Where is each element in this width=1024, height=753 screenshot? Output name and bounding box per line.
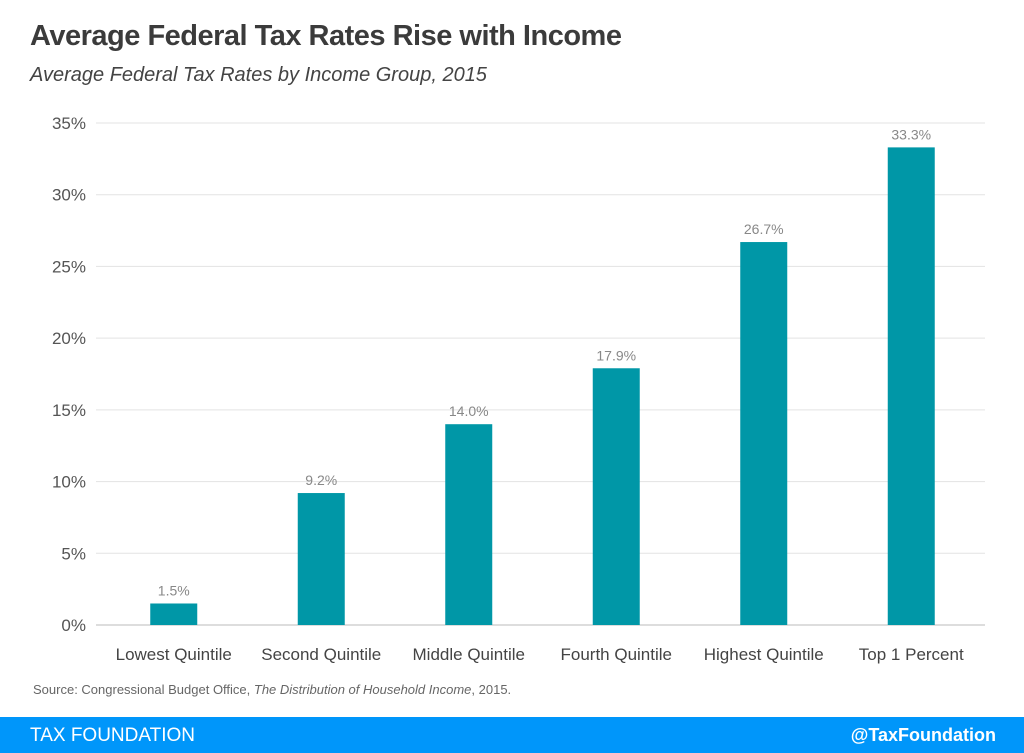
y-tick-label: 5%: [61, 544, 86, 563]
bar: [740, 242, 788, 625]
source-note: Source: Congressional Budget Office, The…: [33, 682, 511, 697]
footer-handle: @TaxFoundation: [850, 725, 996, 745]
y-tick-label: 20%: [52, 329, 86, 348]
x-tick-label: Top 1 Percent: [859, 645, 964, 664]
x-tick-label: Second Quintile: [261, 645, 381, 664]
data-label: 17.9%: [596, 347, 636, 363]
footer-brand: TAX FOUNDATION: [30, 725, 196, 746]
source-prefix: Source: Congressional Budget Office,: [33, 682, 254, 697]
y-tick-label: 15%: [52, 401, 86, 420]
data-label: 33.3%: [891, 126, 931, 142]
x-tick-label: Lowest Quintile: [116, 645, 232, 664]
y-tick-label: 25%: [52, 257, 86, 276]
data-label: 1.5%: [158, 582, 190, 598]
x-tick-label: Middle Quintile: [413, 645, 525, 664]
x-tick-label: Highest Quintile: [704, 645, 824, 664]
y-tick-label: 0%: [61, 616, 86, 635]
bar-chart: 0% 5% 10% 15% 20% 25% 30% 35% 1.5% Lowest Quintil…: [52, 114, 985, 664]
x-tick-label: Fourth Quintile: [561, 645, 673, 664]
bar: [150, 603, 198, 625]
chart-title: Average Federal Tax Rates Rise with Inco…: [30, 20, 622, 52]
bar: [445, 424, 493, 625]
bar: [887, 147, 935, 625]
y-tick-label: 30%: [52, 186, 86, 205]
source-suffix: , 2015.: [471, 682, 512, 697]
chart-subtitle: Average Federal Tax Rates by Income Grou…: [30, 64, 487, 86]
y-tick-label: 10%: [52, 473, 86, 492]
data-label: 14.0%: [449, 403, 489, 419]
bar: [297, 493, 345, 625]
data-label: 26.7%: [744, 221, 784, 237]
data-label: 9.2%: [305, 472, 337, 488]
bar: [592, 368, 640, 625]
source-title: The Distribution of Household Income: [253, 682, 472, 697]
footer-bar: TAX FOUNDATION @TaxFoundation: [0, 717, 1024, 753]
y-tick-label: 35%: [52, 114, 86, 133]
